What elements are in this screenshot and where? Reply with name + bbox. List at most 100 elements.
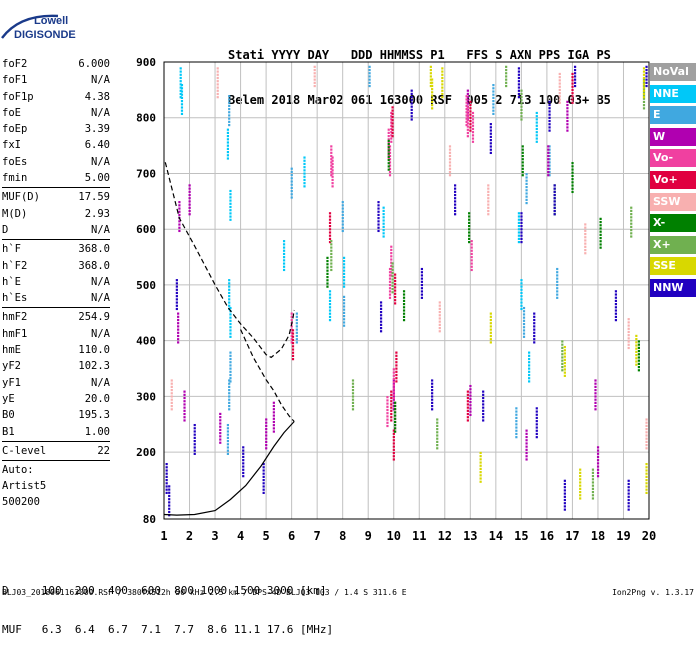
param-value: N/A <box>91 155 110 168</box>
echo-point <box>468 218 471 221</box>
echo-point <box>382 216 385 219</box>
echo-point <box>548 161 551 164</box>
echo-point <box>392 388 395 392</box>
echo-point <box>290 328 293 331</box>
echo-point <box>556 283 559 287</box>
echo-point <box>331 178 334 182</box>
echo-point <box>390 406 393 409</box>
y-tick-label: 700 <box>136 167 156 180</box>
echo-point <box>525 445 528 448</box>
param-separator <box>2 239 110 241</box>
echo-point <box>341 223 344 226</box>
echo-point <box>313 72 316 75</box>
echo-point <box>627 489 630 492</box>
param-row: foE N/A <box>2 105 110 121</box>
echo-point <box>436 437 439 440</box>
echo-point <box>394 417 397 420</box>
echo-point <box>471 140 475 143</box>
echo-point <box>390 252 393 255</box>
echo-point <box>429 72 432 75</box>
echo-point <box>392 385 395 388</box>
echo-point <box>525 448 528 451</box>
echo-point <box>282 256 286 259</box>
echo-point <box>469 407 472 410</box>
echo-point <box>165 469 168 472</box>
echo-point <box>282 262 286 265</box>
echo-point <box>331 182 334 185</box>
echo-point <box>528 377 531 380</box>
echo-point <box>379 304 383 307</box>
echo-point <box>165 466 168 469</box>
echo-point <box>517 234 521 237</box>
echo-point <box>535 429 538 432</box>
echo-point <box>469 391 472 394</box>
param-name: foF1p <box>2 90 34 103</box>
echo-point <box>521 145 524 148</box>
echo-point <box>290 180 293 183</box>
echo-point <box>556 287 559 290</box>
echo-point <box>466 109 469 112</box>
echo-point <box>520 301 523 304</box>
echo-point <box>521 148 524 151</box>
echo-point <box>591 490 595 494</box>
echo-point <box>471 127 475 131</box>
echo-point <box>188 190 191 193</box>
echo-point <box>548 116 551 119</box>
echo-point <box>517 83 521 86</box>
echo-point <box>438 307 441 310</box>
param-row: foEs N/A <box>2 154 110 170</box>
echo-point <box>179 80 182 83</box>
echo-point <box>520 105 523 108</box>
param-separator <box>2 460 110 462</box>
echo-point <box>548 154 551 158</box>
echo-point <box>265 424 268 428</box>
echo-point <box>391 125 394 128</box>
echo-point <box>487 190 490 193</box>
echo-point <box>193 443 196 446</box>
echo-point <box>303 175 306 178</box>
echo-point <box>342 279 346 282</box>
echo-point <box>566 100 569 103</box>
echo-point <box>216 96 219 99</box>
echo-point <box>226 452 230 455</box>
echo-point <box>390 412 393 416</box>
echo-point <box>342 318 346 321</box>
echo-point <box>548 119 551 123</box>
echo-point <box>295 338 298 341</box>
param-name: B0 <box>2 409 15 422</box>
echo-point <box>391 262 394 265</box>
echo-point <box>599 220 602 224</box>
param-row: yF1 N/A <box>2 375 110 391</box>
echo-point <box>563 479 566 482</box>
echo-point <box>330 240 333 243</box>
echo-point <box>535 413 538 416</box>
echo-point <box>468 237 471 240</box>
echo-point <box>525 198 528 201</box>
echo-point <box>558 76 561 79</box>
echo-point <box>394 295 397 299</box>
echo-point <box>466 99 469 102</box>
echo-point <box>377 223 380 226</box>
legend-item-nnw: NNW <box>650 278 696 297</box>
echo-point <box>386 418 389 421</box>
echo-point <box>165 475 168 478</box>
echo-point <box>571 82 574 85</box>
echo-point <box>229 377 232 380</box>
echo-point <box>168 510 171 514</box>
echo-point <box>630 225 633 229</box>
echo-point <box>520 221 523 224</box>
echo-point <box>535 416 538 420</box>
echo-point <box>515 429 518 432</box>
echo-point <box>466 89 469 92</box>
param-value: N/A <box>91 74 110 87</box>
echo-point <box>627 340 630 343</box>
echo-point <box>193 439 196 443</box>
echo-point <box>420 296 424 299</box>
echo-point <box>379 320 383 323</box>
echo-point <box>535 140 538 143</box>
echo-point <box>553 206 556 209</box>
echo-point <box>563 365 566 368</box>
echo-point <box>265 444 268 447</box>
echo-point <box>390 131 393 134</box>
echo-point <box>229 332 232 335</box>
